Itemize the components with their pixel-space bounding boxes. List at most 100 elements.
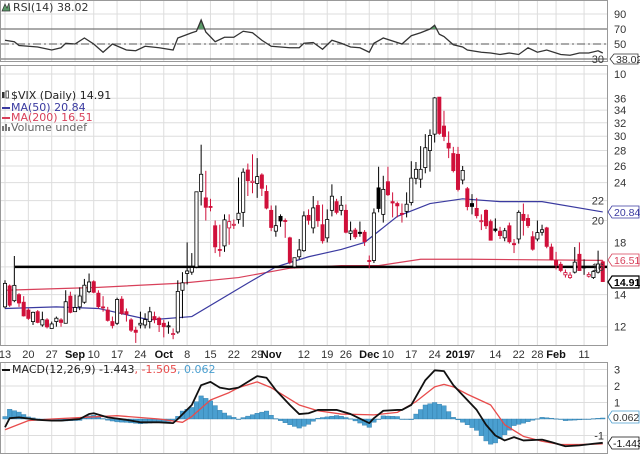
histogram-bar [320,417,326,420]
candle [474,197,479,219]
candle-body [217,249,222,251]
candle-body [138,322,143,326]
candle-body [512,243,517,246]
candle-body [521,213,526,221]
candle-body [311,207,316,229]
histogram-bar [390,416,396,420]
close-value-text: 14.91 [614,277,640,289]
candle [507,222,512,244]
histogram-bar [413,413,419,420]
candle [568,272,573,279]
rsi-axis-label: 90 [614,9,626,21]
candle [376,166,381,213]
price-panel [0,65,608,346]
candle-body [572,261,577,273]
candle-body [390,201,395,204]
macd-axis-label: 3 [614,365,620,377]
histogram-bar [310,418,316,422]
candle-body [306,214,311,221]
candle-body [554,260,559,266]
histogram-bar [562,418,568,421]
candle-body [12,284,17,302]
histogram-bar [497,418,503,439]
candle-body [45,319,50,328]
histogram-bar [231,417,237,420]
x-tick-label: 10 [88,349,100,361]
price-axis-label: 28 [614,146,626,158]
candle [101,296,106,312]
candle-body [110,321,115,326]
candle-body [334,201,339,213]
candle-body [269,209,274,228]
histogram-bar [217,410,223,420]
candle-body [245,169,250,182]
candle-body [526,218,531,226]
candle [105,306,110,322]
x-tick-label: 12 [298,349,310,361]
price-axis-label: 26 [614,161,626,173]
candle-body [558,263,563,271]
candle [502,227,507,242]
price-axis-label: 20 [592,216,604,228]
candle [493,218,498,233]
candle-body [171,333,176,335]
histogram-bar [474,418,480,431]
histogram-bar [520,418,526,424]
rsi-legend-icon [1,2,11,12]
histogram-bar [343,417,349,420]
histogram-bar [278,418,284,421]
histogram-bar [292,418,298,427]
candle [488,219,493,241]
candle [124,308,129,322]
histogram-bar [408,418,414,420]
candle [245,163,250,197]
candle-body [54,317,59,322]
candle-body [413,168,418,179]
macd-legend-signal: , -1.505 [135,363,177,376]
candle [26,308,31,320]
histogram-bar [586,418,592,420]
candle [40,311,45,327]
histogram-bar [226,415,232,420]
candle-body [385,181,390,196]
candle [297,238,302,260]
histogram-bar [2,416,8,420]
rsi-panel [0,0,608,62]
candle-body [301,215,306,252]
histogram-bar [385,415,391,420]
histogram-bar [109,418,115,422]
histogram-bar [315,417,321,420]
histogram-value-text: 0.062 [613,412,639,424]
candle [427,129,432,172]
histogram-bar [250,414,256,420]
candle [441,110,446,142]
candle-body [418,168,423,180]
histogram-bar [404,418,410,420]
candle-body [465,188,470,208]
candle [161,319,166,338]
histogram-bar [394,416,400,420]
candle-body [273,225,278,232]
candle [292,257,297,269]
x-tick-label: 13 [0,349,11,361]
histogram-bar [567,418,573,421]
price-axis-label: 24 [614,178,626,190]
histogram-bar [502,418,508,435]
x-tick-label: 8 [184,349,190,361]
candle [530,231,535,251]
candle-body [353,229,358,238]
macd-legend-hist: , 0.062 [177,363,215,376]
candle [390,192,395,218]
x-tick-label: 22 [513,349,525,361]
candle-body [540,229,545,233]
candle [423,134,428,174]
rsi-legend-text: RSI(14) 38.02 [13,1,88,14]
candle-body [175,291,180,333]
ma200-legend-text: MA(200) 16.51 [11,111,93,124]
macd-legend: MACD(12,26,9) -1.443, -1.505, 0.062 [2,363,215,376]
histogram-bar [422,404,428,420]
candle [73,294,78,313]
histogram-bar [334,415,340,420]
x-tick-label: 10 [382,349,394,361]
